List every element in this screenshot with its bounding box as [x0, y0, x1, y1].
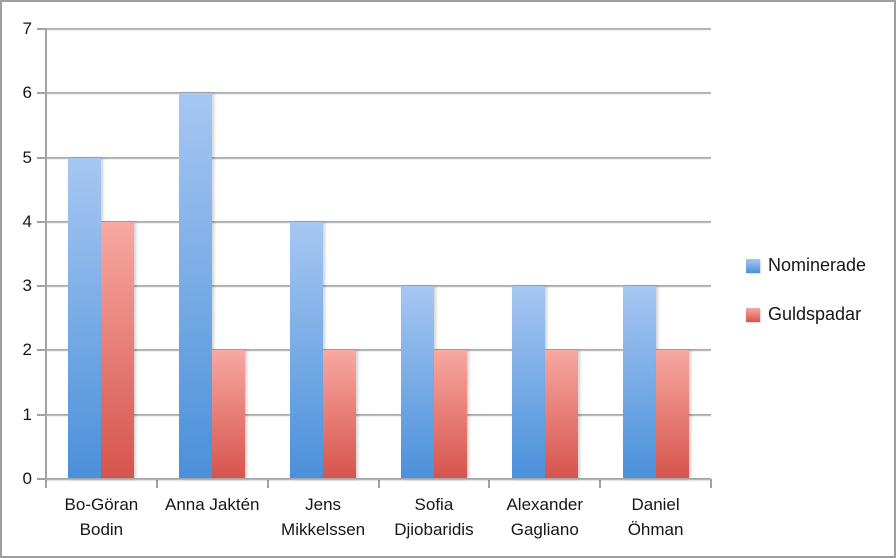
- y-axis-line: [45, 29, 47, 488]
- x-axis-category-label-line: Gagliano: [510, 520, 579, 539]
- y-axis-tick: [37, 92, 46, 95]
- x-axis-tick: [45, 479, 47, 488]
- x-axis-line: [46, 478, 711, 480]
- x-axis-category-label-line: Sofia: [414, 495, 454, 514]
- legend-swatch-nominerade-icon: [746, 258, 760, 273]
- x-axis-tick: [266, 479, 269, 488]
- bar-guldspadar-5: [655, 350, 689, 479]
- y-axis-tick: [37, 413, 46, 416]
- y-axis-tick-label: 7: [22, 19, 32, 38]
- bar-nominerade-0: [68, 157, 102, 479]
- y-axis-tick: [37, 285, 46, 288]
- y-axis-tick: [37, 478, 46, 480]
- gridline: [46, 413, 711, 416]
- legend-label-nominerade: Nominerade: [768, 255, 867, 275]
- y-axis-tick: [37, 28, 46, 30]
- gridline: [46, 220, 711, 223]
- legend-label-guldspadar: Guldspadar: [768, 304, 862, 324]
- legend-swatch-guldspadar-icon: [746, 307, 760, 322]
- y-axis-tick-label: 0: [22, 469, 32, 488]
- bar-nominerade-2: [290, 221, 324, 479]
- x-axis-category-label-line: Bo-Göran: [64, 495, 139, 514]
- x-axis-tick: [599, 479, 602, 488]
- y-axis-tick-label: 6: [22, 83, 32, 103]
- bar-nominerade-1: [179, 93, 213, 479]
- bar-guldspadar-1: [212, 350, 246, 479]
- gridline: [46, 349, 711, 352]
- y-axis-tick: [37, 220, 46, 223]
- y-axis-tick-label: 3: [22, 276, 32, 296]
- x-axis-category-label: Daniel Öhman: [600, 492, 712, 542]
- y-axis-tick-label: 2: [22, 340, 32, 360]
- gridline: [46, 28, 711, 30]
- x-axis-category-label-line: Alexander: [506, 495, 584, 514]
- legend: Nominerade Guldspadar: [746, 255, 866, 325]
- bar-guldspadar-4: [544, 350, 578, 479]
- x-axis-tick: [710, 479, 712, 488]
- bar-guldspadar-0: [101, 221, 135, 479]
- x-axis-category-label: Bo-Göran Bodin: [45, 492, 157, 542]
- x-axis-category-label-line: Jens: [305, 495, 342, 514]
- bar-guldspadar-2: [323, 350, 357, 479]
- x-axis-category-label-line: Daniel: [631, 495, 680, 514]
- bar-guldspadar-3: [433, 350, 467, 479]
- x-axis-category-label-line: Mikkelssen: [281, 520, 366, 539]
- x-axis-tick: [488, 479, 491, 488]
- gridline: [46, 285, 711, 288]
- x-axis-category-label-line: Öhman: [627, 520, 684, 539]
- gridline: [46, 92, 711, 95]
- x-axis-category-label: Anna Jaktén: [156, 492, 268, 517]
- bar-nominerade-3: [400, 286, 434, 479]
- y-axis-tick: [37, 349, 46, 352]
- y-axis-tick: [37, 156, 46, 159]
- x-axis-tick: [155, 479, 158, 488]
- x-axis-category-label: Alexander Gagliano: [489, 492, 601, 542]
- x-axis-tick: [377, 479, 380, 488]
- legend-item-nominerade: Nominerade: [746, 255, 866, 276]
- legend-item-guldspadar: Guldspadar: [746, 304, 866, 325]
- x-axis-category-label-line: Bodin: [79, 520, 124, 539]
- y-axis-tick-label: 5: [22, 147, 32, 167]
- x-axis-category-label: Jens Mikkelssen: [267, 492, 379, 542]
- x-axis-category-label: Sofia Djiobaridis: [378, 492, 490, 542]
- y-axis-tick-label: 4: [22, 211, 32, 231]
- bar-nominerade-4: [511, 286, 545, 479]
- gridline: [46, 156, 711, 159]
- x-axis-category-label-line: Djiobaridis: [394, 520, 474, 539]
- x-axis-category-label-line: Anna Jaktén: [164, 495, 260, 514]
- y-axis-tick-label: 1: [22, 404, 32, 424]
- bar-nominerade-5: [622, 286, 656, 479]
